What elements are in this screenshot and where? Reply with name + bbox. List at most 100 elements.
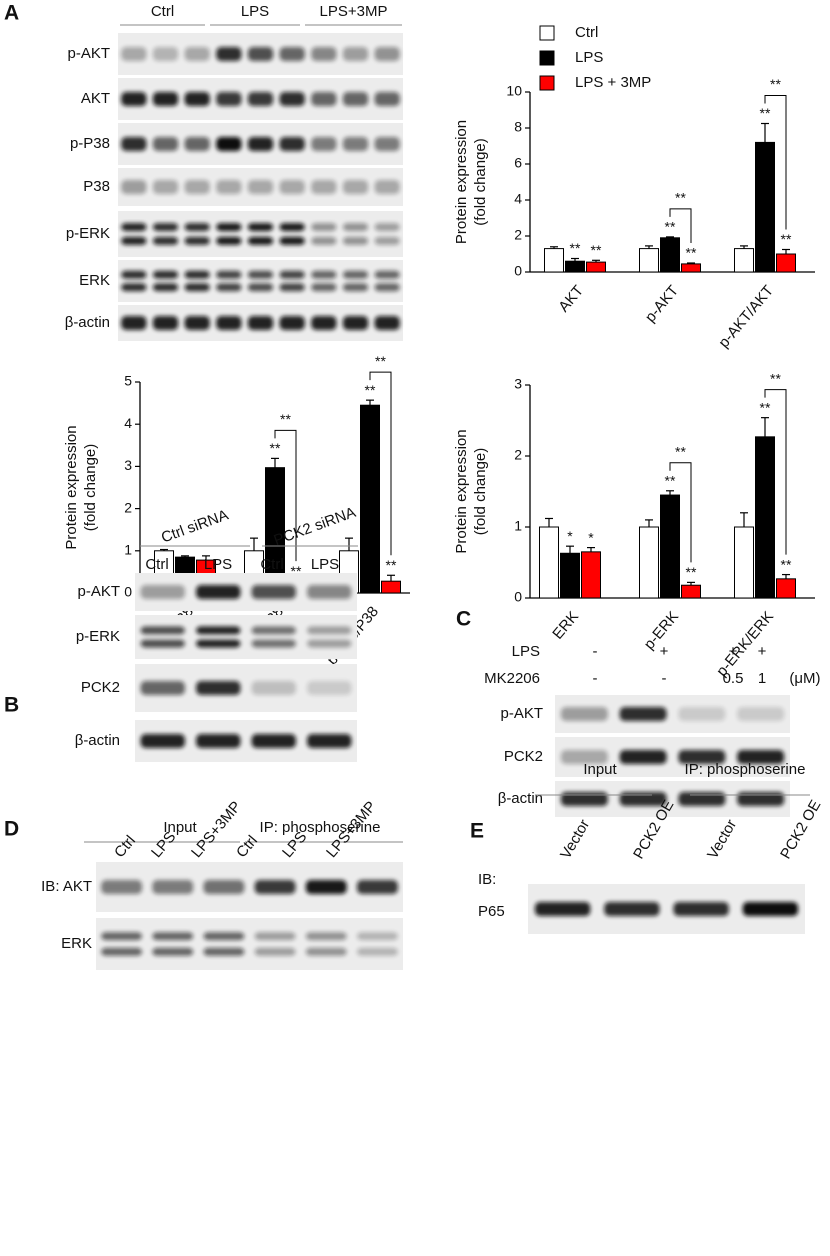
blot-band [374, 137, 400, 151]
blot-band [254, 947, 296, 956]
bracket-label: ** [280, 411, 291, 427]
row-label: ERK [61, 935, 92, 952]
blot-band [121, 270, 147, 279]
lane-label: Ctrl [260, 556, 283, 573]
blot-band [374, 223, 400, 232]
significance-label: ** [386, 557, 397, 573]
x-tick-label: AKT [555, 282, 587, 315]
bar [755, 436, 775, 599]
bar [734, 526, 754, 599]
blot-band [307, 681, 352, 695]
legend-swatch [539, 25, 555, 41]
row-label: p-ERK [76, 628, 120, 645]
blot-band [216, 180, 242, 194]
blot-band [152, 316, 179, 330]
blot-band [251, 681, 296, 695]
blot-band [307, 639, 352, 648]
blot-band [184, 223, 210, 232]
blot-band [307, 734, 352, 748]
blot-band [184, 92, 210, 106]
row-label: AKT [81, 90, 110, 107]
lane-label: Vector [704, 817, 740, 862]
row-label: p-AKT [77, 583, 120, 600]
panel-label: C [456, 608, 471, 631]
bracket-label: ** [375, 353, 386, 369]
blot-background [96, 918, 403, 970]
bar [681, 584, 701, 599]
blot-band [121, 283, 147, 292]
blot-band [305, 880, 347, 894]
blot-band [279, 223, 305, 232]
y-tick-label: 1 [124, 542, 132, 558]
y-axis-label: (fold change) [472, 138, 489, 226]
significance-label: * [588, 529, 594, 545]
x-tick-label: ERK [549, 608, 582, 643]
significance-bracket [669, 208, 692, 243]
blot-band [279, 137, 305, 151]
blot-band [121, 137, 147, 151]
blot-band [247, 137, 274, 151]
bar [544, 248, 564, 273]
blot-band [203, 880, 245, 894]
blot-band [251, 639, 296, 648]
y-tick-label: 8 [514, 119, 522, 135]
group-label: IP: phosphoserine [685, 761, 806, 778]
blot-band [254, 932, 296, 941]
bar [539, 526, 559, 599]
blot-background [118, 211, 403, 257]
blot-band [140, 585, 185, 599]
blot-band [737, 792, 785, 806]
blot-band [203, 932, 245, 941]
blot-band [342, 180, 369, 194]
bar [776, 578, 796, 599]
significance-label: ** [686, 245, 697, 261]
blot-band [279, 270, 305, 279]
bracket-label: ** [675, 190, 686, 206]
lane-label: LPS [204, 556, 232, 573]
blot-band [342, 137, 369, 151]
blot-band [311, 47, 337, 61]
blot-band [184, 47, 210, 61]
significance-label: * [567, 528, 573, 544]
blot-band [374, 236, 400, 245]
significance-label: ** [781, 231, 792, 247]
blot-band [121, 223, 147, 232]
blot-band [279, 180, 305, 194]
blot-band [140, 626, 185, 635]
bar [639, 248, 659, 273]
legend-label: LPS [575, 49, 603, 66]
group-label: LPS [241, 3, 269, 20]
row-label: β-actin [498, 790, 543, 807]
condition-value: - [662, 670, 667, 687]
group-label: Ctrl siRNA [159, 507, 231, 547]
blot-band [279, 47, 305, 61]
blot-band [560, 707, 608, 721]
condition-value: + [729, 643, 738, 660]
bracket-label: ** [675, 443, 686, 459]
y-tick-label: 5 [124, 373, 132, 389]
significance-label: ** [570, 240, 581, 256]
blot-band [184, 180, 210, 194]
blot-band [311, 236, 337, 245]
blot-band [121, 92, 147, 106]
blot-band [342, 236, 369, 245]
bar [586, 261, 606, 273]
significance-label: ** [781, 556, 792, 572]
y-axis-label: Protein expression [453, 120, 470, 244]
blot-band [152, 236, 179, 245]
lane-label: Ctrl [233, 832, 261, 861]
blot-band [247, 180, 274, 194]
blot-band [152, 137, 179, 151]
blot-band [619, 707, 667, 721]
y-tick-label: 3 [124, 457, 132, 473]
significance-label: ** [760, 399, 771, 415]
blot-band [152, 947, 194, 956]
y-axis-label: (fold change) [472, 448, 489, 536]
blot-band [121, 47, 147, 61]
row-label: p-AKT [500, 705, 543, 722]
blot-band [374, 180, 400, 194]
significance-bracket [274, 429, 297, 562]
blot-band [152, 92, 179, 106]
blot-band [279, 92, 305, 106]
blot-band [216, 223, 242, 232]
